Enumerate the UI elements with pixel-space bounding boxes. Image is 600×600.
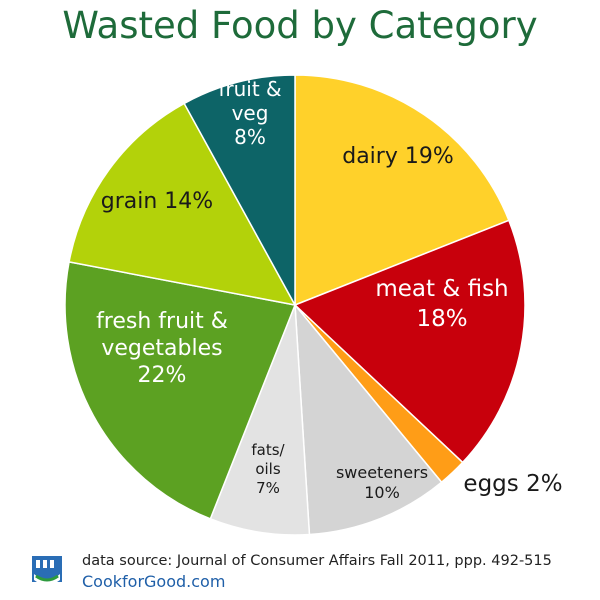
- slice-label-dairy: dairy 19%: [342, 144, 454, 169]
- pie-slice-meat-fish: [293, 219, 526, 464]
- pie-slice-processed-fruit-veg: [183, 74, 296, 306]
- data-source-note: data source: Journal of Consumer Affairs…: [82, 553, 552, 569]
- slice-label-eggs: eggs 2%: [463, 471, 562, 497]
- site-link[interactable]: CookforGood.com: [82, 572, 226, 591]
- slice-label-processed-fruit-veg: processed fruit & veg 8%: [207, 57, 294, 149]
- slice-label-fresh-fruit-vegetables: fresh fruit & vegetables 22%: [96, 309, 228, 388]
- chart-title: Wasted Food by Category: [62, 4, 538, 47]
- slice-label-sweeteners: sweeteners 10%: [336, 463, 428, 502]
- cookforgood-logo-icon: [32, 556, 62, 585]
- slice-label-fats-oils: fats/oils 7%: [251, 441, 285, 497]
- slice-label-meat-fish: meat & fish 18%: [375, 276, 508, 332]
- pie-slice-sweeteners: [294, 302, 443, 536]
- pie-slice-dairy: [294, 74, 510, 307]
- pie-slice-fresh-fruit-vegetables: [64, 261, 297, 520]
- slice-label-grain: grain 14%: [101, 189, 213, 214]
- pie-slice-grain: [68, 102, 297, 307]
- pie-slice-fats-oils: [209, 304, 311, 536]
- footer: data source: Journal of Consumer Affairs…: [30, 552, 590, 592]
